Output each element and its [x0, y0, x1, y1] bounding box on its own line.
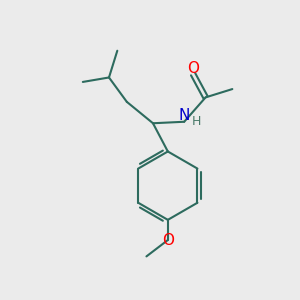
Text: H: H — [192, 115, 201, 128]
Text: O: O — [162, 233, 174, 248]
Text: O: O — [187, 61, 199, 76]
Text: N: N — [178, 108, 190, 123]
